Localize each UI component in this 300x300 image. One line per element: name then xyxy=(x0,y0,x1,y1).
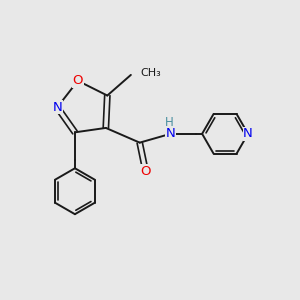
Text: O: O xyxy=(73,74,83,87)
Text: CH₃: CH₃ xyxy=(140,68,161,78)
Text: N: N xyxy=(52,101,62,114)
Text: O: O xyxy=(140,165,151,178)
Text: N: N xyxy=(166,127,176,140)
Text: N: N xyxy=(243,127,253,140)
Text: H: H xyxy=(165,116,173,129)
